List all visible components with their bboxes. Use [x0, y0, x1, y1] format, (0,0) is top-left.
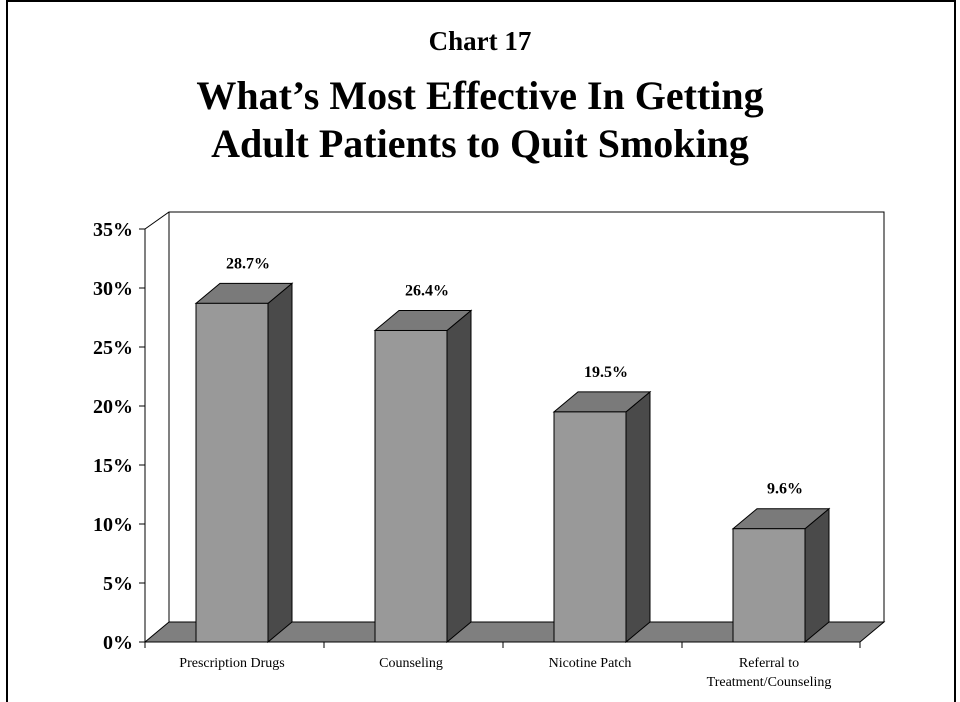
y-tick-label: 25% [93, 337, 133, 359]
data-label: 28.7% [226, 255, 270, 272]
data-label: 26.4% [405, 282, 449, 299]
y-tick-label: 5% [103, 573, 133, 595]
bar [554, 412, 626, 642]
bar-side [447, 310, 471, 642]
bar [196, 303, 268, 642]
y-tick-label: 30% [93, 278, 133, 300]
y-tick-label: 35% [93, 219, 133, 241]
bar-side [268, 283, 292, 642]
bar [733, 529, 805, 642]
category-label: Counseling [379, 656, 443, 671]
y-tick-label: 20% [93, 396, 133, 418]
data-label: 9.6% [767, 481, 803, 498]
category-label: Referral to [739, 656, 799, 671]
y-tick-label: 10% [93, 514, 133, 536]
bar [375, 330, 447, 642]
bar-side [626, 392, 650, 642]
category-label: Treatment/Counseling [707, 675, 832, 690]
y-tick-label: 0% [103, 632, 133, 654]
category-label: Prescription Drugs [179, 656, 284, 671]
data-label: 19.5% [584, 364, 628, 381]
bar-side [805, 509, 829, 642]
category-label: Nicotine Patch [549, 656, 632, 671]
y-tick-label: 15% [93, 455, 133, 477]
